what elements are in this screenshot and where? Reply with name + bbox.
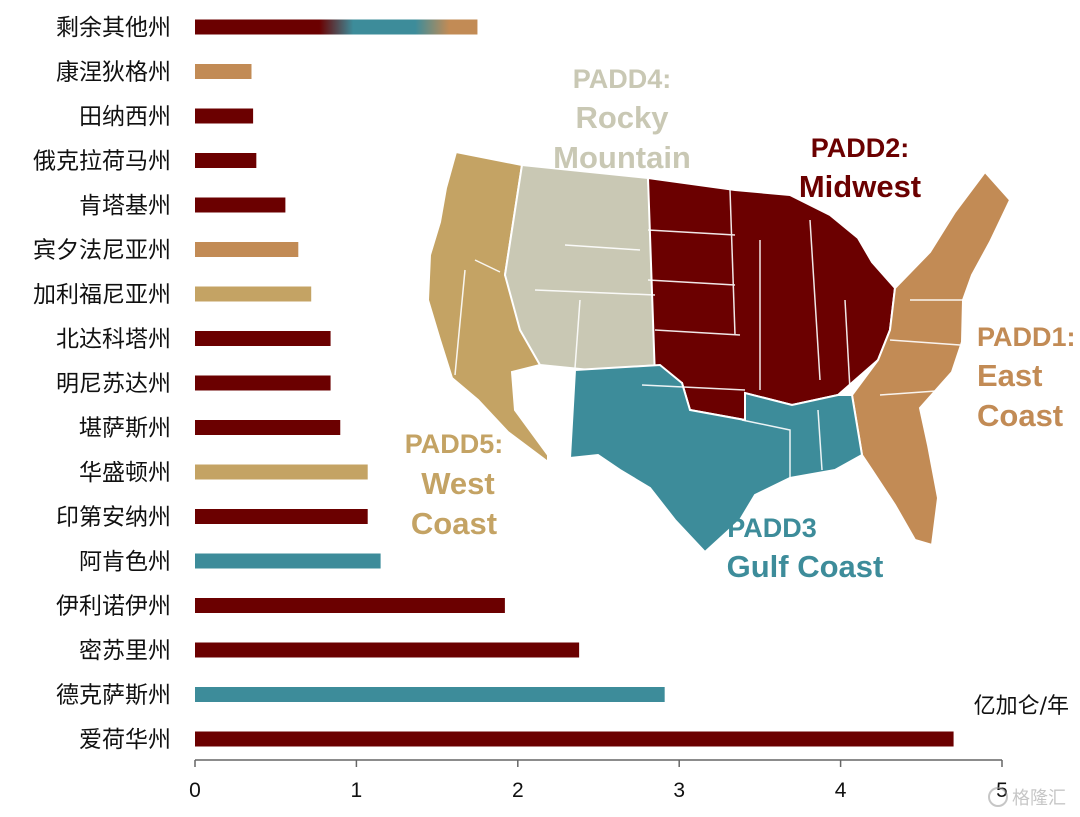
bar-15: [195, 687, 665, 702]
padd5-label-line1: PADD5:: [405, 429, 504, 459]
x-axis: 0 1 2 3 4 5: [189, 759, 1008, 802]
bar-12: [195, 553, 381, 569]
category-label-1: 康涅狄格州: [56, 60, 171, 86]
map-labels: PADD4: Rocky Mountain PADD2: Midwest PAD…: [405, 64, 1076, 584]
category-label-11: 印第安纳州: [56, 505, 171, 531]
padd5-label-line3: Coast: [411, 506, 497, 541]
category-label-2: 田纳西州: [79, 104, 171, 130]
bar-14: [195, 642, 580, 658]
bar-4: [195, 197, 286, 213]
padd4-rocky-mountain-region: [503, 163, 662, 372]
x-tick-label-0: 0: [189, 779, 201, 802]
bar-7: [195, 331, 331, 346]
category-label-3: 俄克拉荷马州: [33, 149, 171, 175]
padd4-label-line1: PADD4:: [573, 64, 672, 94]
bar-series: [195, 19, 954, 747]
map-label-padd4: PADD4: Rocky Mountain: [553, 64, 691, 175]
state-borders: [454, 189, 975, 478]
bar-2: [195, 108, 254, 124]
watermark-logo: 格隆汇: [988, 787, 1066, 809]
category-label-9: 堪萨斯州: [79, 416, 171, 442]
bar-0: [195, 19, 478, 35]
bar-1: [195, 64, 252, 79]
map-label-padd2: PADD2: Midwest: [799, 133, 921, 204]
map-label-padd5: PADD5: West Coast: [405, 429, 504, 541]
category-label-8: 明尼苏达州: [56, 371, 171, 397]
padd2-midwest-region: [646, 176, 897, 422]
category-label-13: 伊利诺伊州: [56, 594, 171, 620]
padd1-label-line2: East: [977, 358, 1042, 393]
category-label-5: 宾夕法尼亚州: [33, 238, 171, 264]
bar-3: [195, 153, 257, 168]
category-label-12: 阿肯色州: [79, 549, 171, 575]
us-padd-map: [426, 150, 1012, 554]
category-label-6: 加利福尼亚州: [33, 282, 171, 308]
bar-5: [195, 242, 299, 257]
padd2-label-line2: Midwest: [799, 169, 921, 204]
x-tick-label-2: 2: [512, 779, 524, 802]
bar-6: [195, 286, 312, 302]
x-tick-label-1: 1: [351, 779, 363, 802]
bar-10: [195, 464, 368, 480]
watermark-icon: [988, 787, 1008, 807]
category-label-10: 华盛顿州: [79, 460, 171, 486]
padd4-label-line2: Rocky: [575, 100, 669, 135]
padd1-label-line1: PADD1:: [977, 322, 1076, 352]
padd3-label-line1: PADD3: [727, 513, 817, 543]
x-tick-label-5: 5: [996, 779, 1008, 802]
category-label-15: 德克萨斯州: [56, 683, 171, 709]
category-label-4: 肯塔基州: [79, 193, 171, 219]
x-tick-label-4: 4: [835, 779, 847, 802]
padd1-label-line3: Coast: [977, 398, 1063, 433]
padd5-label-line2: West: [421, 466, 495, 501]
map-label-padd1: PADD1: East Coast: [977, 322, 1076, 433]
x-tick-label-3: 3: [673, 779, 685, 802]
padd3-label-line2: Gulf Coast: [727, 549, 884, 584]
padd2-label-line1: PADD2:: [811, 133, 910, 163]
padd4-label-line3: Mountain: [553, 140, 691, 175]
unit-label: 亿加仑/年: [974, 694, 1069, 719]
category-labels: 剩余其他州康涅狄格州田纳西州俄克拉荷马州肯塔基州宾夕法尼亚州加利福尼亚州北达科塔…: [33, 15, 171, 753]
padd3-gulf-coast-region: [568, 363, 864, 554]
bar-8: [195, 375, 331, 391]
bar-11: [195, 509, 368, 524]
bar-13: [195, 598, 505, 613]
category-label-7: 北达科塔州: [56, 327, 171, 353]
map-label-padd3: PADD3 Gulf Coast: [727, 513, 884, 584]
bar-16: [195, 731, 954, 747]
category-label-14: 密苏里州: [79, 638, 171, 664]
category-label-16: 爱荷华州: [79, 727, 171, 753]
category-label-0: 剩余其他州: [56, 15, 171, 41]
bar-9: [195, 420, 341, 435]
watermark-text: 格隆汇: [1012, 788, 1066, 809]
